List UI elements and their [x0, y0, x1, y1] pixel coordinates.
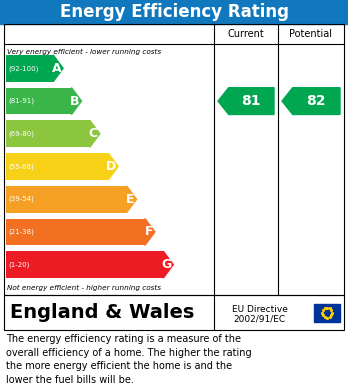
- Text: 2002/91/EC: 2002/91/EC: [234, 314, 286, 323]
- Text: Very energy efficient - lower running costs: Very energy efficient - lower running co…: [7, 49, 161, 55]
- Bar: [6, 153, 108, 180]
- Bar: [4, 24, 344, 295]
- Text: (92-100): (92-100): [8, 65, 38, 72]
- Polygon shape: [282, 88, 340, 115]
- Polygon shape: [163, 251, 173, 278]
- Text: F: F: [144, 226, 153, 239]
- Polygon shape: [90, 120, 100, 147]
- Text: B: B: [70, 95, 79, 108]
- Bar: [6, 219, 145, 245]
- Text: Potential: Potential: [290, 29, 332, 39]
- Text: (81-91): (81-91): [8, 98, 34, 104]
- Text: (39-54): (39-54): [8, 196, 34, 203]
- Bar: [0, 0, 348, 24]
- Text: A: A: [52, 62, 61, 75]
- Bar: [6, 120, 90, 147]
- Polygon shape: [108, 153, 118, 180]
- Text: (21-38): (21-38): [8, 229, 34, 235]
- Text: 82: 82: [307, 94, 326, 108]
- Text: (69-80): (69-80): [8, 131, 34, 137]
- Polygon shape: [145, 219, 155, 245]
- Bar: [6, 251, 163, 278]
- Text: C: C: [89, 127, 98, 140]
- Polygon shape: [127, 186, 136, 213]
- Text: (1-20): (1-20): [8, 262, 29, 268]
- Bar: [4, 295, 344, 330]
- Text: (55-68): (55-68): [8, 163, 34, 170]
- Bar: [6, 55, 53, 82]
- Polygon shape: [53, 55, 63, 82]
- Text: Current: Current: [228, 29, 264, 39]
- Text: England & Wales: England & Wales: [10, 303, 195, 322]
- Text: D: D: [106, 160, 116, 173]
- Polygon shape: [218, 88, 274, 115]
- Polygon shape: [71, 88, 81, 115]
- Bar: [6, 186, 127, 213]
- Text: E: E: [126, 193, 135, 206]
- Text: EU Directive: EU Directive: [231, 305, 287, 314]
- Text: 81: 81: [242, 94, 261, 108]
- Bar: [6, 88, 71, 115]
- Bar: [314, 303, 340, 321]
- Text: The energy efficiency rating is a measure of the
overall efficiency of a home. T: The energy efficiency rating is a measur…: [6, 334, 252, 385]
- Text: G: G: [161, 258, 171, 271]
- Text: Energy Efficiency Rating: Energy Efficiency Rating: [60, 3, 288, 21]
- Text: Not energy efficient - higher running costs: Not energy efficient - higher running co…: [7, 285, 161, 291]
